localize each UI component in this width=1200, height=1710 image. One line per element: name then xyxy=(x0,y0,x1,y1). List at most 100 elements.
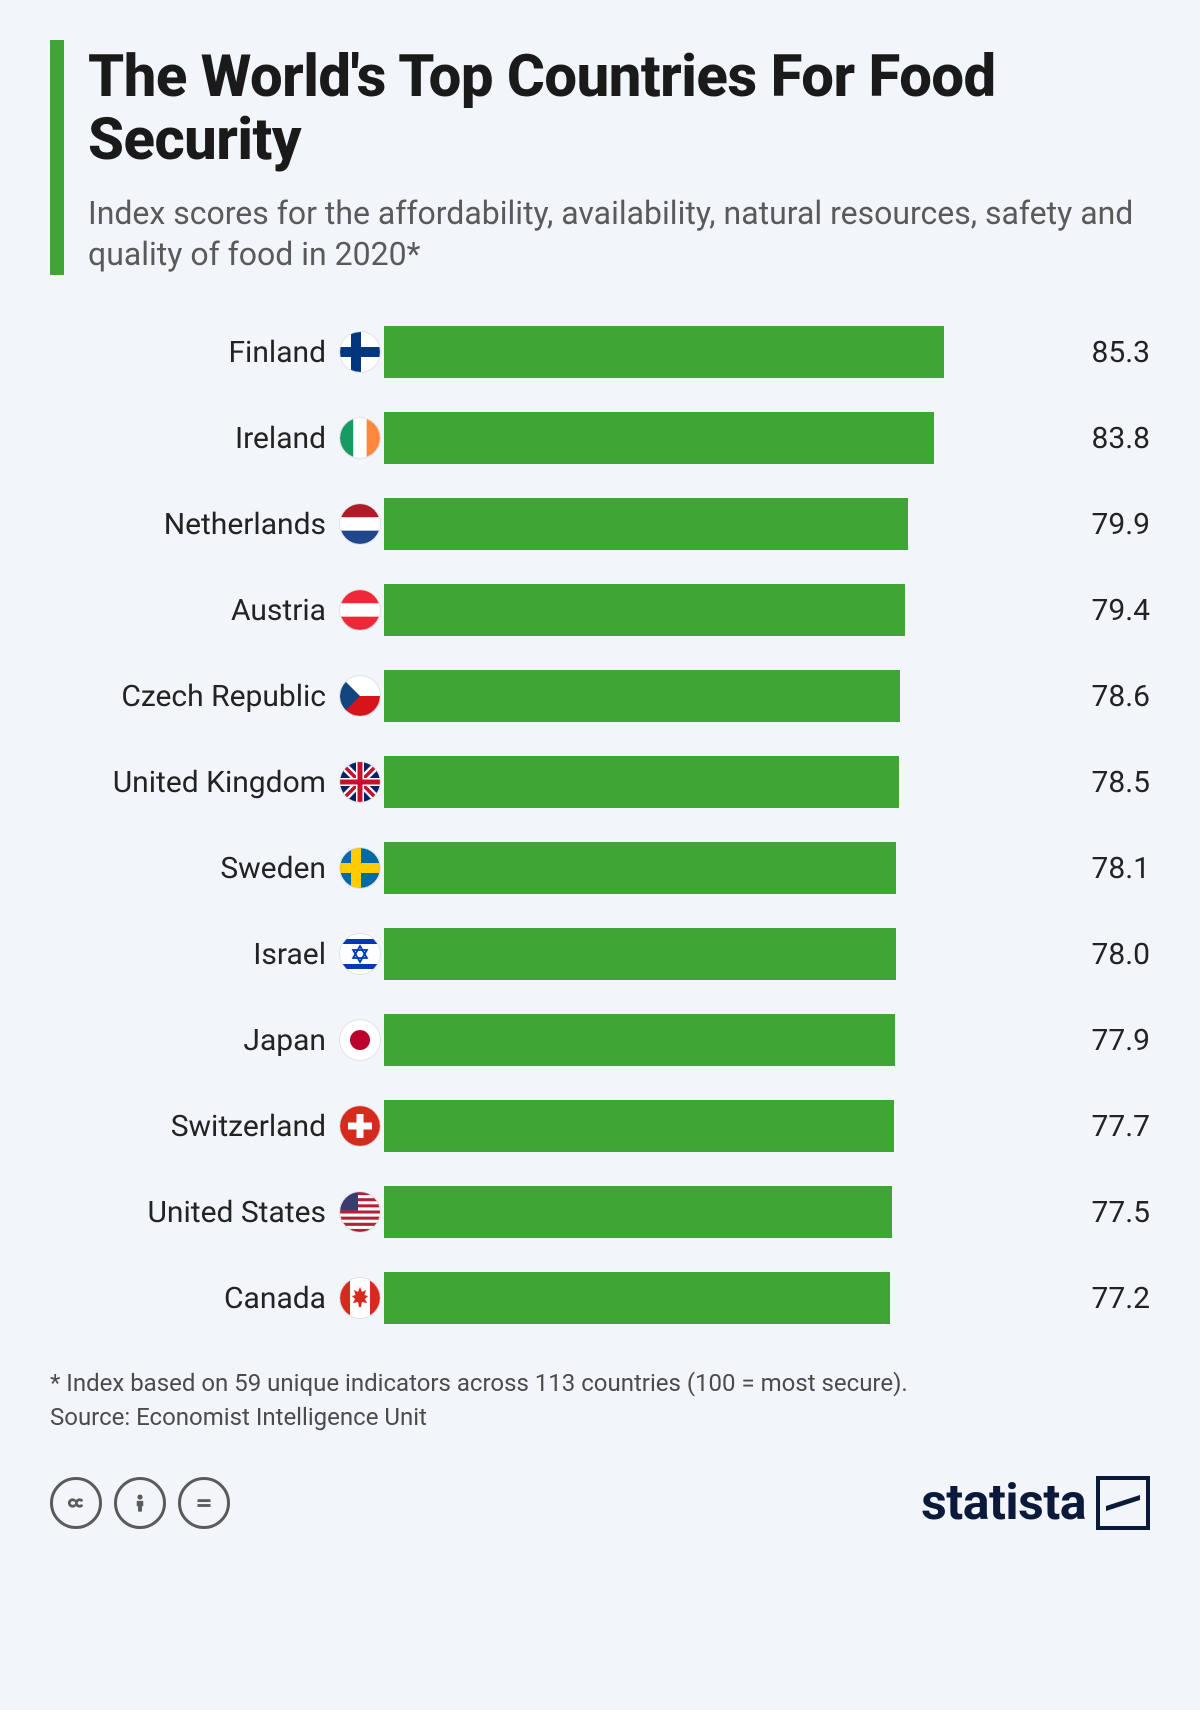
country-cell: Ireland xyxy=(50,418,380,458)
bar-row: Austria 79.4 xyxy=(50,581,1150,639)
bar-row: Sweden 78.1 xyxy=(50,839,1150,897)
bar-value: 85.3 xyxy=(1040,335,1150,370)
bar-value: 77.7 xyxy=(1040,1109,1150,1144)
country-label: Canada xyxy=(224,1281,326,1316)
country-cell: United Kingdom xyxy=(50,762,380,802)
bar xyxy=(384,1014,895,1066)
bar xyxy=(384,584,905,636)
ireland-flag-icon xyxy=(340,418,380,458)
country-label: Czech Republic xyxy=(121,679,326,714)
netherlands-flag-icon xyxy=(340,504,380,544)
bar xyxy=(384,928,896,980)
header: The World's Top Countries For Food Secur… xyxy=(50,40,1150,275)
bar xyxy=(384,498,908,550)
austria-flag-icon xyxy=(340,590,380,630)
bar-value: 77.9 xyxy=(1040,1023,1150,1058)
bar-track xyxy=(384,326,1040,378)
country-label: Austria xyxy=(231,593,326,628)
bar xyxy=(384,842,896,894)
cc-license xyxy=(50,1477,230,1529)
bar-track xyxy=(384,584,1040,636)
bar-value: 79.9 xyxy=(1040,507,1150,542)
country-cell: Sweden xyxy=(50,848,380,888)
bar-value: 78.5 xyxy=(1040,765,1150,800)
bar-value: 77.5 xyxy=(1040,1195,1150,1230)
header-text: The World's Top Countries For Food Secur… xyxy=(88,40,1150,275)
bar-track xyxy=(384,670,1040,722)
country-label: United States xyxy=(147,1195,326,1230)
country-label: Finland xyxy=(228,335,326,370)
uk-flag-icon xyxy=(340,762,380,802)
us-flag-icon xyxy=(340,1192,380,1232)
country-label: Japan xyxy=(243,1023,326,1058)
brand: statista xyxy=(921,1474,1150,1532)
bar-track xyxy=(384,1014,1040,1066)
bar-value: 77.2 xyxy=(1040,1281,1150,1316)
bar-track xyxy=(384,928,1040,980)
country-label: Sweden xyxy=(220,851,326,886)
country-cell: Czech Republic xyxy=(50,676,380,716)
bar-track xyxy=(384,1186,1040,1238)
bar-value: 78.6 xyxy=(1040,679,1150,714)
country-cell: Austria xyxy=(50,590,380,630)
country-cell: Switzerland xyxy=(50,1106,380,1146)
bar xyxy=(384,1272,890,1324)
israel-flag-icon xyxy=(340,934,380,974)
country-label: Netherlands xyxy=(164,507,326,542)
bar-row: United Kingdom 78.5 xyxy=(50,753,1150,811)
finland-flag-icon xyxy=(340,332,380,372)
footnote-line: Source: Economist Intelligence Unit xyxy=(50,1401,1150,1435)
bar-track xyxy=(384,412,1040,464)
switzerland-flag-icon xyxy=(340,1106,380,1146)
country-cell: Israel xyxy=(50,934,380,974)
bar-row: Japan 77.9 xyxy=(50,1011,1150,1069)
country-label: Ireland xyxy=(235,421,326,456)
chart-title: The World's Top Countries For Food Secur… xyxy=(88,46,1150,171)
cc-by-icon xyxy=(114,1477,166,1529)
bar-value: 79.4 xyxy=(1040,593,1150,628)
bar xyxy=(384,412,934,464)
bar xyxy=(384,326,944,378)
brand-mark-icon xyxy=(1096,1476,1150,1530)
bar-row: Czech Republic 78.6 xyxy=(50,667,1150,725)
bar-value: 78.0 xyxy=(1040,937,1150,972)
country-cell: Netherlands xyxy=(50,504,380,544)
country-cell: United States xyxy=(50,1192,380,1232)
bar-track xyxy=(384,1272,1040,1324)
bar-row: Canada 77.2 xyxy=(50,1269,1150,1327)
bar-track xyxy=(384,1100,1040,1152)
japan-flag-icon xyxy=(340,1020,380,1060)
footer: statista xyxy=(50,1474,1150,1532)
bar-row: Switzerland 77.7 xyxy=(50,1097,1150,1155)
country-label: United Kingdom xyxy=(113,765,326,800)
country-cell: Japan xyxy=(50,1020,380,1060)
country-label: Israel xyxy=(253,937,326,972)
sweden-flag-icon xyxy=(340,848,380,888)
czech-flag-icon xyxy=(340,676,380,716)
bar-row: Ireland 83.8 xyxy=(50,409,1150,467)
bar xyxy=(384,1100,894,1152)
bar-chart: Finland 85.3 Ireland 83.8 Netherlands 79.9 Aus… xyxy=(50,323,1150,1327)
cc-icon xyxy=(50,1477,102,1529)
cc-nd-icon xyxy=(178,1477,230,1529)
bar-row: Netherlands 79.9 xyxy=(50,495,1150,553)
bar-track xyxy=(384,842,1040,894)
country-label: Switzerland xyxy=(171,1109,326,1144)
bar-row: United States 77.5 xyxy=(50,1183,1150,1241)
bar-track xyxy=(384,498,1040,550)
bar xyxy=(384,756,899,808)
bar xyxy=(384,1186,892,1238)
bar-row: Israel 78.0 xyxy=(50,925,1150,983)
bar-row: Finland 85.3 xyxy=(50,323,1150,381)
bar-track xyxy=(384,756,1040,808)
accent-bar xyxy=(50,40,64,275)
bar xyxy=(384,670,900,722)
canada-flag-icon xyxy=(340,1278,380,1318)
brand-text: statista xyxy=(921,1474,1086,1532)
bar-value: 78.1 xyxy=(1040,851,1150,886)
country-cell: Finland xyxy=(50,332,380,372)
chart-subtitle: Index scores for the affordability, avai… xyxy=(88,193,1150,275)
country-cell: Canada xyxy=(50,1278,380,1318)
bar-value: 83.8 xyxy=(1040,421,1150,456)
footnote: * Index based on 59 unique indicators ac… xyxy=(50,1367,1150,1434)
